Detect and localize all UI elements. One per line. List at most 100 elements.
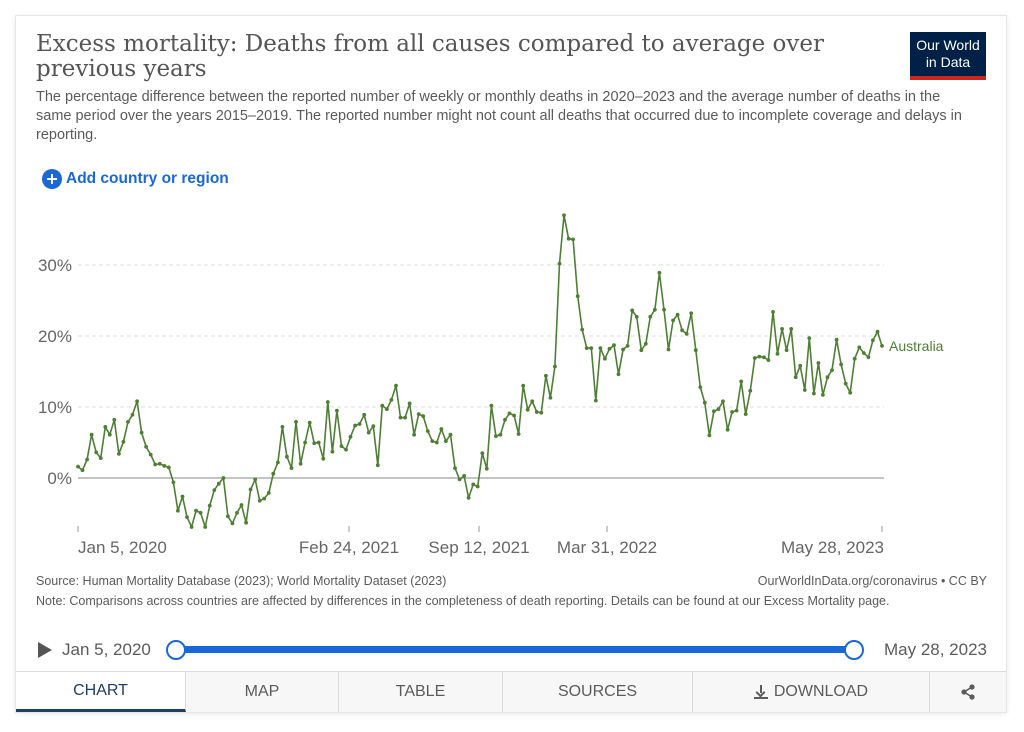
data-point[interactable] — [675, 312, 680, 317]
data-point[interactable] — [693, 348, 698, 353]
data-point[interactable] — [525, 407, 530, 412]
data-point[interactable] — [216, 481, 221, 486]
data-point[interactable] — [530, 399, 535, 404]
data-point[interactable] — [548, 395, 553, 400]
data-point[interactable] — [171, 480, 176, 485]
data-point[interactable] — [212, 488, 217, 492]
timeline-slider-track[interactable] — [176, 646, 854, 653]
data-point[interactable] — [425, 429, 430, 433]
data-point[interactable] — [662, 307, 666, 312]
data-point[interactable] — [657, 270, 662, 275]
data-point[interactable] — [371, 424, 376, 429]
data-point[interactable] — [344, 447, 348, 452]
data-point[interactable] — [689, 311, 694, 316]
data-point[interactable] — [698, 385, 703, 389]
data-point[interactable] — [375, 463, 380, 468]
data-point[interactable] — [230, 521, 235, 526]
data-point[interactable] — [634, 314, 639, 319]
data-point[interactable] — [575, 294, 580, 299]
data-point[interactable] — [107, 432, 112, 437]
data-point[interactable] — [875, 329, 880, 334]
data-point[interactable] — [739, 379, 744, 384]
data-point[interactable] — [807, 336, 812, 340]
data-point[interactable] — [194, 508, 199, 513]
data-point[interactable] — [112, 417, 117, 422]
data-point[interactable] — [507, 411, 512, 416]
data-point[interactable] — [262, 496, 267, 501]
data-point[interactable] — [421, 414, 426, 419]
data-point[interactable] — [684, 332, 689, 336]
data-point[interactable] — [489, 403, 494, 408]
data-point[interactable] — [280, 425, 285, 429]
tab-chart[interactable]: CHART — [16, 672, 186, 712]
data-point[interactable] — [185, 515, 189, 519]
data-point[interactable] — [716, 407, 721, 411]
data-point[interactable] — [721, 399, 725, 404]
data-point[interactable] — [226, 514, 230, 519]
data-point[interactable] — [798, 363, 803, 368]
data-point[interactable] — [503, 417, 507, 422]
data-point[interactable] — [94, 450, 99, 455]
data-point[interactable] — [771, 310, 775, 314]
data-point[interactable] — [271, 471, 276, 476]
play-icon[interactable] — [38, 642, 52, 658]
data-point[interactable] — [589, 346, 594, 350]
data-point[interactable] — [244, 520, 249, 525]
data-point[interactable] — [480, 451, 485, 455]
data-point[interactable] — [712, 409, 716, 414]
data-point[interactable] — [775, 351, 780, 356]
data-point[interactable] — [630, 308, 635, 313]
data-point[interactable] — [412, 432, 416, 437]
data-point[interactable] — [553, 364, 557, 369]
data-point[interactable] — [285, 454, 289, 459]
data-point[interactable] — [857, 345, 862, 350]
add-country-button[interactable]: Add country or region — [42, 169, 229, 189]
data-point[interactable] — [289, 466, 294, 470]
data-point[interactable] — [821, 393, 825, 397]
data-point[interactable] — [793, 375, 798, 380]
data-point[interactable] — [389, 398, 394, 402]
data-point[interactable] — [748, 388, 753, 393]
tab-download[interactable]: DOWNLOAD — [693, 672, 930, 712]
data-point[interactable] — [121, 439, 126, 444]
data-point[interactable] — [780, 327, 784, 331]
data-point[interactable] — [466, 496, 471, 500]
source-link[interactable]: OurWorldInData.org/coronavirus • CC BY — [757, 574, 987, 588]
data-point[interactable] — [643, 341, 648, 346]
data-point[interactable] — [475, 484, 480, 489]
data-point[interactable] — [366, 430, 371, 435]
data-point[interactable] — [148, 452, 153, 457]
data-point[interactable] — [702, 400, 707, 405]
data-point[interactable] — [584, 346, 589, 350]
data-point[interactable] — [843, 381, 848, 386]
data-point[interactable] — [330, 449, 335, 454]
data-point[interactable] — [789, 327, 794, 331]
data-point[interactable] — [571, 237, 575, 242]
data-point[interactable] — [784, 348, 789, 353]
data-point[interactable] — [434, 440, 439, 445]
data-point[interactable] — [294, 420, 298, 424]
data-point[interactable] — [766, 358, 771, 362]
data-point[interactable] — [430, 439, 435, 443]
data-point[interactable] — [539, 410, 544, 415]
data-point[interactable] — [861, 351, 866, 355]
data-point[interactable] — [621, 347, 625, 352]
data-point[interactable] — [144, 444, 149, 449]
data-point[interactable] — [830, 368, 834, 372]
tab-table[interactable]: TABLE — [339, 672, 503, 712]
data-point[interactable] — [276, 460, 280, 465]
data-point[interactable] — [762, 355, 766, 360]
data-point[interactable] — [671, 318, 675, 323]
data-point[interactable] — [139, 430, 144, 435]
data-point[interactable] — [462, 474, 466, 478]
data-point[interactable] — [266, 491, 271, 495]
data-point[interactable] — [607, 346, 612, 351]
data-point[interactable] — [598, 346, 603, 350]
data-point[interactable] — [866, 355, 871, 360]
data-point[interactable] — [203, 525, 208, 529]
data-point[interactable] — [103, 425, 108, 429]
data-point[interactable] — [639, 348, 644, 353]
data-point[interactable] — [339, 444, 344, 448]
data-point[interactable] — [348, 434, 353, 439]
data-point[interactable] — [566, 236, 571, 241]
